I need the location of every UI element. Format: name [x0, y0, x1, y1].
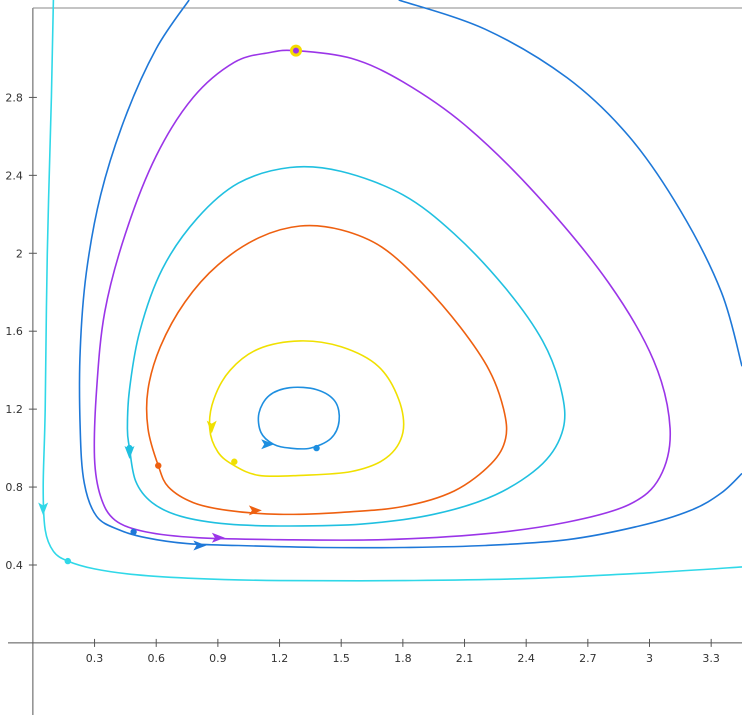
x-tick-label: 1.2 [271, 652, 289, 665]
y-tick-label: 0.4 [5, 559, 23, 572]
initial-point [313, 444, 320, 452]
initial-point [155, 462, 162, 469]
x-tick-label: 2.4 [517, 652, 535, 665]
direction-arrow [38, 502, 49, 516]
x-tick-label: 1.8 [394, 652, 412, 665]
initial-point [64, 557, 72, 565]
y-tick-label: 2.8 [5, 91, 23, 104]
direction-arrow [261, 439, 275, 450]
trajectory-curve [208, 340, 405, 478]
trajectory-markers [38, 44, 320, 565]
x-tick-label: 2.1 [456, 652, 474, 665]
trajectory-curve [42, 0, 742, 582]
trajectory-curve [257, 386, 341, 450]
x-tick-label: 2.7 [579, 652, 597, 665]
direction-arrow [124, 445, 135, 459]
trajectory-curve [126, 165, 566, 527]
initial-point [231, 458, 238, 465]
axes: 0.3 0.6 0.9 1.2 1.5 1.8 2.1 2.4 2.7 3 3.3 0.4 0.8 1.2… [5, 7, 742, 715]
direction-arrow [206, 420, 217, 434]
x-tick-label: 0.6 [147, 652, 165, 665]
y-tick-label: 1.6 [5, 325, 23, 338]
direction-arrow [211, 532, 225, 543]
x-tick-label: 0.3 [86, 652, 104, 665]
initial-point [130, 528, 137, 536]
x-tick-label: 0.9 [209, 652, 227, 665]
direction-arrow [248, 505, 262, 516]
trajectories [42, 0, 742, 582]
initial-point [292, 47, 299, 54]
trajectory-curve [398, 0, 742, 367]
x-tick-label: 1.5 [332, 652, 350, 665]
y-tick-label: 0.8 [5, 481, 23, 494]
trajectory-curve [145, 224, 508, 516]
x-tick-label: 3.3 [702, 652, 720, 665]
trajectory-curve [78, 0, 742, 549]
y-tick-label: 1.2 [5, 403, 23, 416]
x-tick-label: 3 [646, 652, 653, 665]
direction-arrow [193, 540, 207, 551]
y-tick-label: 2 [16, 247, 23, 260]
trajectory-curve [93, 49, 672, 541]
y-tick-label: 2.4 [5, 169, 23, 182]
